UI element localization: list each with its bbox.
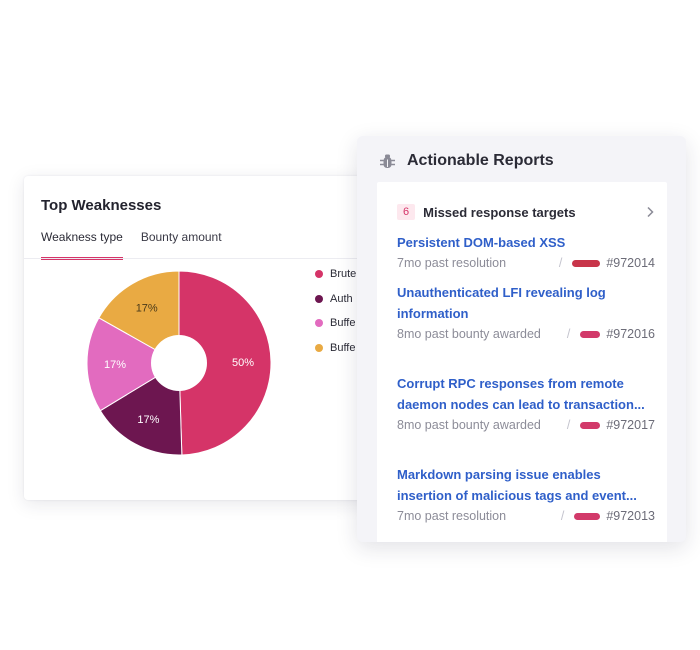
weakness-donut-chart: 50% 17% 17% 17% — [86, 270, 272, 456]
severity-pill — [580, 422, 601, 429]
tab-bounty-amount[interactable]: Bounty amount — [140, 230, 222, 244]
legend-dot — [315, 319, 323, 328]
tab-weakness-type[interactable]: Weakness type — [41, 230, 123, 260]
actionable-reports-header: Actionable Reports — [379, 152, 554, 170]
pie-slice-label-3: 17% — [136, 303, 158, 315]
pie-slice-1[interactable] — [99, 362, 183, 456]
meta-separator: / — [566, 418, 571, 432]
report-item: Corrupt RPC responses from remote daemon… — [397, 373, 655, 436]
missed-count-badge: 6 — [397, 204, 416, 220]
report-id[interactable]: #972017 — [606, 418, 655, 432]
pie-slice-label-1: 17% — [137, 414, 159, 426]
legend-label: Buffe — [330, 341, 356, 354]
actionable-reports-panel: Actionable Reports 6 Missed response tar… — [357, 136, 686, 542]
report-title-link[interactable]: Persistent DOM-based XSS — [397, 235, 566, 250]
meta-separator: / — [558, 256, 563, 270]
donut-hole — [151, 335, 207, 391]
report-meta: 8mo past bounty awarded / #972016 — [397, 324, 655, 345]
pie-slice-3[interactable] — [98, 270, 180, 364]
missed-response-targets-row[interactable]: 6 Missed response targets — [397, 204, 655, 220]
pie-slice-label-2: 17% — [104, 359, 126, 371]
severity-pill — [580, 331, 601, 338]
top-weaknesses-card: Top Weaknesses Weakness type Bounty amou… — [24, 176, 396, 500]
report-id-group: / #972014 — [559, 253, 655, 274]
missed-response-label: Missed response targets — [423, 204, 576, 220]
report-id[interactable]: #972013 — [606, 509, 655, 523]
report-id[interactable]: #972016 — [606, 327, 655, 341]
report-meta: 8mo past bounty awarded / #972017 — [397, 415, 655, 436]
severity-pill — [574, 513, 601, 520]
legend-item: Brute — [315, 262, 356, 287]
report-item: Unauthenticated LFI revealing log inform… — [397, 282, 655, 345]
report-id-group: / #972017 — [567, 415, 655, 436]
report-status-text: 8mo past bounty awarded — [397, 327, 541, 341]
legend-item: Buffe — [315, 311, 356, 336]
report-id-group: / #972016 — [567, 324, 655, 345]
legend-label: Brute — [330, 268, 357, 281]
pie-slice-label-0: 50% — [232, 357, 254, 369]
pie-slice-0[interactable] — [178, 270, 272, 456]
meta-separator: / — [560, 509, 565, 523]
legend-item: Auth — [315, 287, 356, 312]
weakness-tabs: Weakness type Bounty amount — [41, 230, 240, 260]
reports-list: 6 Missed response targets Persistent DOM… — [377, 182, 667, 542]
legend-dot — [315, 343, 323, 352]
legend-label: Auth — [330, 292, 353, 305]
legend-label: Buffe — [330, 317, 356, 330]
report-id-group: / #972013 — [561, 506, 655, 527]
report-status-text: 7mo past resolution — [397, 256, 507, 270]
report-title-link[interactable]: Markdown parsing issue enables insertion… — [397, 467, 637, 503]
report-item: Markdown parsing issue enables insertion… — [397, 464, 655, 527]
chart-legend: Brute Auth Buffe Buffe — [315, 262, 356, 360]
report-title-link[interactable]: Unauthenticated LFI revealing log inform… — [397, 285, 606, 321]
top-weaknesses-title: Top Weaknesses — [41, 197, 162, 214]
report-meta: 7mo past resolution / #972014 — [397, 253, 655, 274]
report-status-text: 8mo past bounty awarded — [397, 418, 541, 432]
legend-dot — [315, 270, 323, 279]
severity-pill — [572, 260, 601, 267]
legend-item: Buffe — [315, 336, 356, 361]
report-title-link[interactable]: Corrupt RPC responses from remote daemon… — [397, 376, 645, 412]
meta-separator: / — [566, 327, 571, 341]
tabs-divider — [24, 258, 396, 259]
pie-slice-2[interactable] — [86, 317, 180, 412]
report-item: Persistent DOM-based XSS 7mo past resolu… — [397, 232, 655, 274]
legend-dot — [315, 294, 323, 303]
report-meta: 7mo past resolution / #972013 — [397, 506, 655, 527]
report-id[interactable]: #972014 — [606, 256, 655, 270]
actionable-reports-title: Actionable Reports — [407, 152, 554, 169]
report-status-text: 7mo past resolution — [397, 509, 507, 523]
chevron-right-icon[interactable] — [645, 206, 655, 218]
bug-icon — [380, 154, 395, 168]
